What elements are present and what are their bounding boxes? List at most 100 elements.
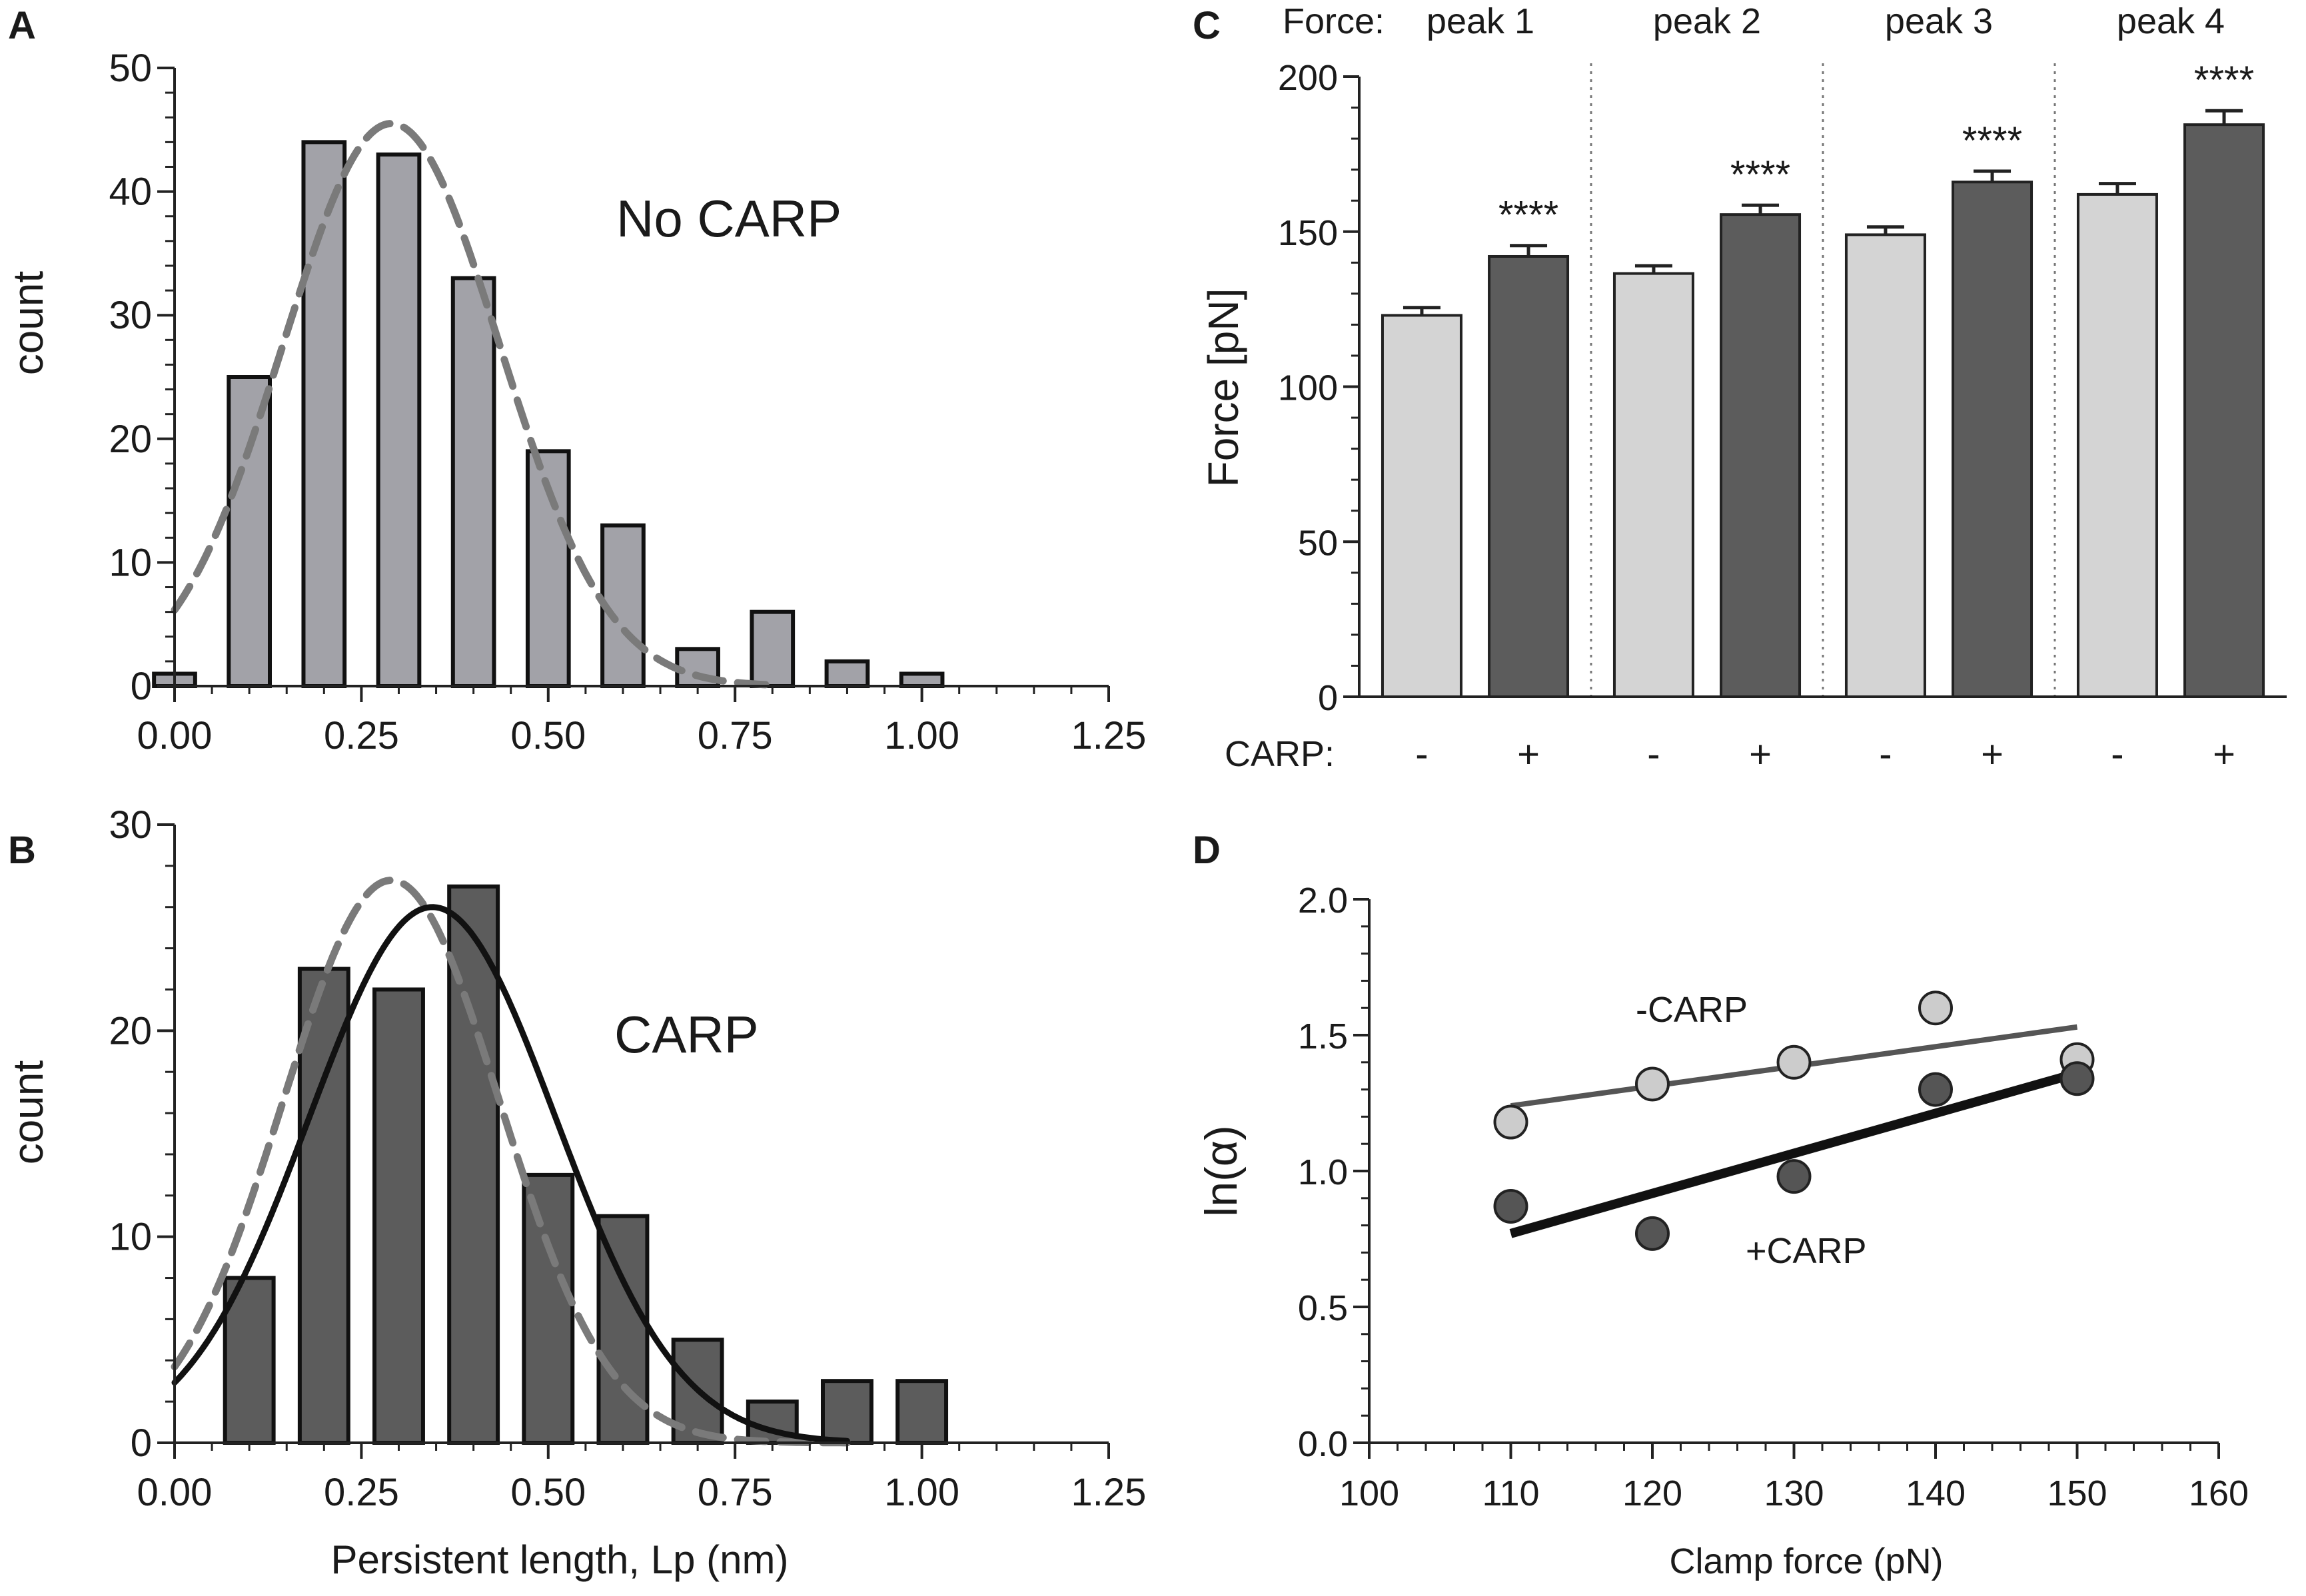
y-tick-label: 30 bbox=[109, 294, 152, 337]
group-label: peak 3 bbox=[1885, 1, 1993, 41]
histogram-bar bbox=[750, 609, 796, 689]
y-tick-label: 100 bbox=[1278, 368, 1338, 408]
panel-d-letter: D bbox=[1193, 829, 1221, 872]
x-tick-label: 1.25 bbox=[1071, 714, 1147, 757]
y-tick-label: 0 bbox=[1318, 678, 1338, 718]
condition-sign: + bbox=[1749, 733, 1772, 776]
bar-minus-carp bbox=[1612, 272, 1694, 698]
significance-marker: **** bbox=[1498, 194, 1558, 237]
point-minus-carp bbox=[1776, 1044, 1812, 1080]
y-tick-label: 50 bbox=[109, 47, 152, 90]
condition-sign: - bbox=[1647, 733, 1660, 776]
panel-d-marks: -CARP +CARP bbox=[1493, 990, 2095, 1271]
panel-c-axes: peak 1 - + peak 2 - + peak 3 - + peak 4 - +0 50 100 15… bbox=[1278, 1, 2287, 776]
x-tick-label: 140 bbox=[1906, 1473, 1966, 1513]
panel-a-letter: A bbox=[8, 4, 36, 47]
histogram-bar bbox=[297, 967, 350, 1445]
group-label: peak 2 bbox=[1653, 1, 1761, 41]
bar-minus-carp bbox=[1844, 233, 1926, 698]
panel-b-xlabel: Persistent length, Lp (nm) bbox=[331, 1537, 789, 1582]
panel-b-annotation: CARP bbox=[614, 1005, 759, 1064]
panel-b-ylabel: count bbox=[4, 1060, 52, 1165]
y-tick-label: 10 bbox=[109, 541, 152, 584]
panel-b-letter: B bbox=[8, 829, 36, 872]
x-tick-label: 160 bbox=[2189, 1473, 2249, 1513]
point-minus-carp bbox=[1918, 991, 1953, 1026]
x-tick-label: 130 bbox=[1764, 1473, 1824, 1513]
panel-c-condition-label: CARP: bbox=[1225, 734, 1335, 774]
y-tick-label: 1.5 bbox=[1298, 1016, 1348, 1056]
bar-plus-carp bbox=[1952, 181, 2033, 698]
y-tick-label: 200 bbox=[1278, 58, 1338, 98]
panel-c-letter: C bbox=[1193, 4, 1221, 47]
dashed-gaussian-fit-line bbox=[171, 120, 776, 689]
group-label: peak 1 bbox=[1427, 1, 1534, 41]
condition-sign: + bbox=[2213, 733, 2235, 776]
x-tick-label: 1.00 bbox=[884, 714, 959, 757]
x-tick-label: 0.75 bbox=[698, 1471, 773, 1514]
panel-c-ylabel: Force [pN] bbox=[1199, 288, 1247, 488]
x-tick-label: 0.50 bbox=[510, 1471, 586, 1514]
panel-b-marks bbox=[223, 884, 949, 1445]
x-tick-label: 120 bbox=[1622, 1473, 1682, 1513]
bar-plus-carp bbox=[1488, 254, 1570, 698]
panel-a-axes: 0 10 20 30 40 50 0.00 0.25 0.50 0.75 1.00 1.25 bbox=[109, 47, 1146, 757]
y-tick-label: 0 bbox=[131, 1421, 152, 1465]
y-tick-label: 2.0 bbox=[1298, 881, 1348, 921]
histogram-bar bbox=[227, 375, 273, 688]
panel-c-force-bars: C **************** peak 1- +peak 2- +peak … bbox=[1193, 1, 2287, 776]
x-tick-label: 1.00 bbox=[884, 1471, 959, 1514]
condition-sign: - bbox=[2111, 733, 2123, 776]
x-tick-label: 0.50 bbox=[510, 714, 586, 757]
point-plus-carp bbox=[1493, 1189, 1528, 1224]
solid-gaussian-fit-line bbox=[171, 904, 850, 1444]
panel-a-ylabel: count bbox=[4, 271, 52, 376]
bar-plus-carp bbox=[1720, 213, 1802, 698]
condition-sign: + bbox=[1981, 733, 2004, 776]
histogram-bar bbox=[899, 671, 945, 689]
point-minus-carp bbox=[1493, 1104, 1528, 1140]
significance-marker: **** bbox=[2194, 59, 2254, 102]
x-tick-label: 0.00 bbox=[137, 1471, 213, 1514]
series-label-plus-carp: +CARP bbox=[1746, 1231, 1867, 1271]
panel-d-ylabel: ln(α) bbox=[1196, 1125, 1247, 1217]
histogram-bar bbox=[895, 1379, 949, 1445]
point-plus-carp bbox=[1635, 1216, 1670, 1251]
series-label-minus-carp: -CARP bbox=[1636, 990, 1748, 1030]
x-tick-label: 0.75 bbox=[698, 714, 773, 757]
group-label: peak 4 bbox=[2117, 1, 2225, 41]
histogram-bar bbox=[301, 140, 347, 689]
histogram-bar bbox=[820, 1379, 873, 1445]
x-tick-label: 150 bbox=[2047, 1473, 2107, 1513]
panel-a-marks bbox=[152, 140, 945, 689]
point-minus-carp bbox=[1635, 1066, 1670, 1102]
x-tick-label: 110 bbox=[1482, 1473, 1539, 1513]
y-tick-label: 20 bbox=[109, 418, 152, 461]
histogram-bar bbox=[450, 276, 496, 688]
condition-sign: - bbox=[1879, 733, 1892, 776]
panel-d-axes: 0.0 0.5 1.0 1.5 2.0 100 110 120 130 140 150 160 bbox=[1298, 881, 2249, 1513]
panel-a-fits bbox=[171, 120, 776, 689]
y-tick-label: 150 bbox=[1278, 213, 1338, 253]
x-tick-label: 0.25 bbox=[324, 714, 399, 757]
panel-c-header-label: Force: bbox=[1283, 1, 1385, 41]
panel-d-xlabel: Clamp force (pN) bbox=[1669, 1541, 1943, 1581]
y-tick-label: 0.0 bbox=[1298, 1424, 1348, 1464]
bar-minus-carp bbox=[2076, 193, 2158, 698]
panel-b-fits bbox=[171, 877, 851, 1447]
histogram-bar bbox=[372, 987, 425, 1445]
panel-a-annotation: No CARP bbox=[616, 189, 842, 248]
x-tick-label: 0.00 bbox=[137, 714, 213, 757]
y-tick-label: 0.5 bbox=[1298, 1288, 1348, 1328]
dashed-gaussian-fit-line bbox=[171, 877, 851, 1447]
panel-b-axes: 0 10 20 30 0.00 0.25 0.50 0.75 1.00 1.25 bbox=[109, 803, 1146, 1514]
panel-d-scatter: D -CARP +CARP 0.0 0.5 1.0 1.5 2.0 100 110 120 130… bbox=[1193, 829, 2249, 1581]
histogram-bar bbox=[824, 659, 870, 689]
y-tick-label: 1.0 bbox=[1298, 1152, 1348, 1192]
panel-a-histogram-no-carp: A 0 10 20 30 40 50 0.00 0.25 0.50 0.75 1.00 1.25 co… bbox=[4, 4, 1146, 757]
y-tick-label: 50 bbox=[1298, 523, 1338, 563]
y-tick-label: 20 bbox=[109, 1009, 152, 1052]
significance-marker: **** bbox=[1962, 119, 2022, 163]
